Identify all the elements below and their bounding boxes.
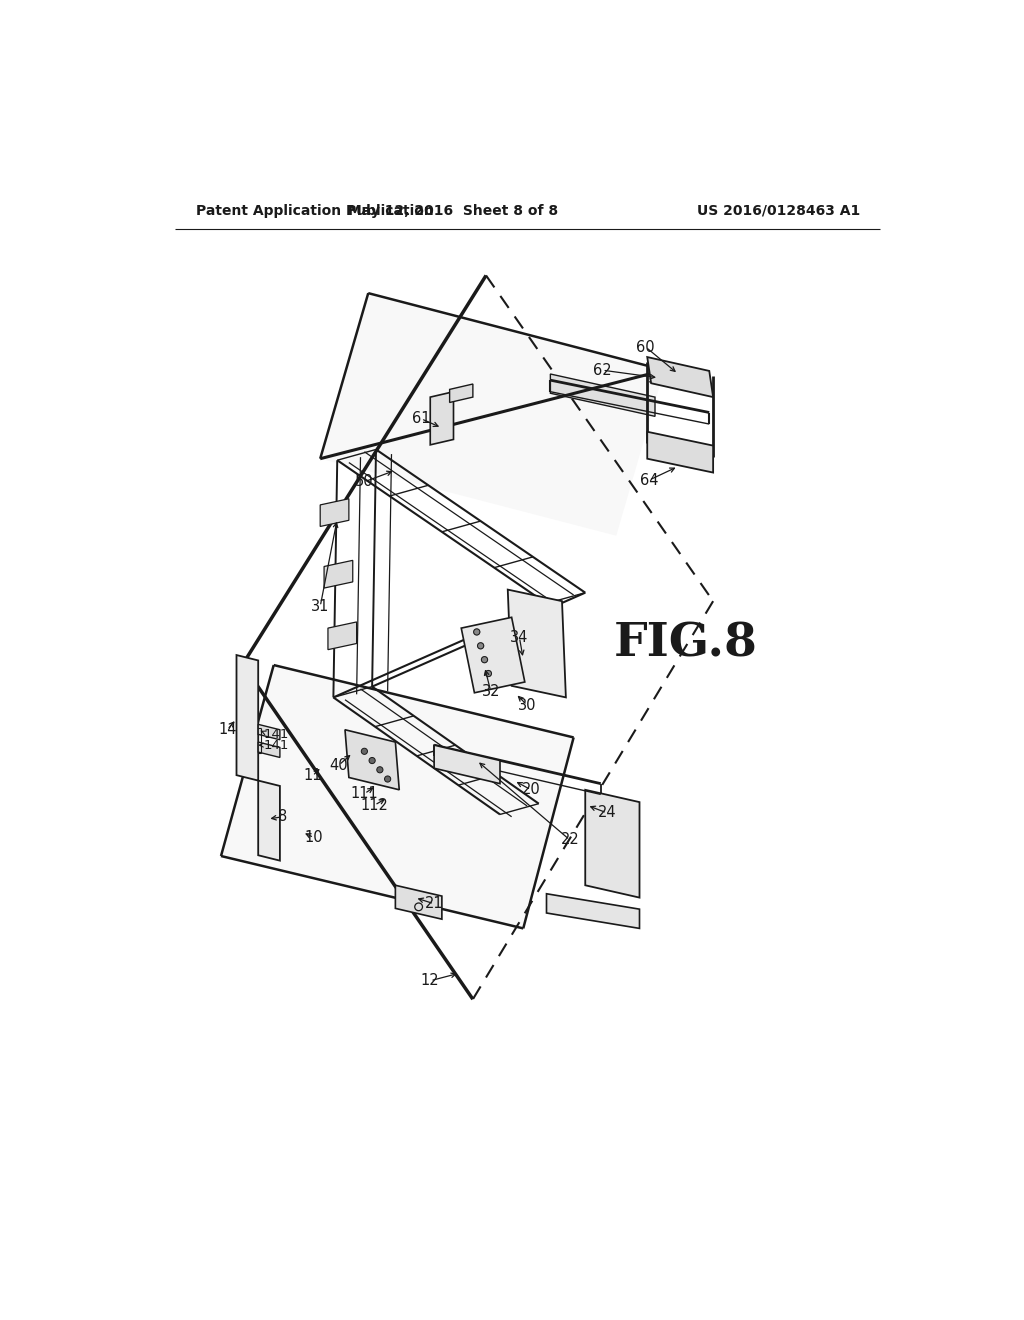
Polygon shape bbox=[434, 744, 500, 784]
Polygon shape bbox=[324, 560, 352, 589]
Text: 141: 141 bbox=[263, 739, 289, 752]
Circle shape bbox=[385, 776, 391, 781]
Text: 141: 141 bbox=[263, 727, 289, 741]
Text: 12: 12 bbox=[421, 973, 439, 989]
Circle shape bbox=[369, 758, 375, 763]
Polygon shape bbox=[586, 789, 640, 898]
Text: 8: 8 bbox=[279, 809, 288, 824]
Polygon shape bbox=[345, 730, 399, 789]
Text: 11: 11 bbox=[303, 768, 322, 784]
Circle shape bbox=[377, 767, 383, 774]
Polygon shape bbox=[647, 432, 713, 473]
Polygon shape bbox=[237, 655, 258, 780]
Text: US 2016/0128463 A1: US 2016/0128463 A1 bbox=[697, 203, 860, 218]
Polygon shape bbox=[258, 725, 280, 739]
Polygon shape bbox=[508, 590, 566, 697]
Text: 64: 64 bbox=[640, 473, 658, 488]
Text: 21: 21 bbox=[425, 896, 443, 911]
Polygon shape bbox=[321, 293, 665, 536]
Circle shape bbox=[361, 748, 368, 755]
Text: 32: 32 bbox=[481, 684, 500, 698]
Text: 14: 14 bbox=[218, 722, 237, 738]
Polygon shape bbox=[258, 742, 280, 758]
Polygon shape bbox=[321, 499, 349, 527]
Text: 112: 112 bbox=[360, 797, 388, 813]
Polygon shape bbox=[328, 622, 356, 649]
Text: 24: 24 bbox=[598, 805, 616, 821]
Circle shape bbox=[485, 671, 492, 677]
Text: 60: 60 bbox=[636, 339, 655, 355]
Polygon shape bbox=[221, 665, 573, 928]
Text: 30: 30 bbox=[518, 697, 537, 713]
Text: 40: 40 bbox=[330, 758, 348, 772]
Polygon shape bbox=[450, 384, 473, 403]
Text: 34: 34 bbox=[510, 630, 528, 645]
Text: 22: 22 bbox=[560, 833, 580, 847]
Text: 61: 61 bbox=[412, 411, 430, 426]
Text: 10: 10 bbox=[305, 830, 324, 845]
Circle shape bbox=[474, 628, 480, 635]
Text: May 12, 2016  Sheet 8 of 8: May 12, 2016 Sheet 8 of 8 bbox=[348, 203, 558, 218]
Text: 20: 20 bbox=[521, 783, 541, 797]
Circle shape bbox=[481, 656, 487, 663]
Text: 111: 111 bbox=[350, 787, 378, 801]
Text: Patent Application Publication: Patent Application Publication bbox=[197, 203, 434, 218]
Polygon shape bbox=[258, 780, 280, 861]
Text: 62: 62 bbox=[593, 363, 611, 378]
Polygon shape bbox=[395, 886, 442, 919]
Polygon shape bbox=[547, 894, 640, 928]
Polygon shape bbox=[430, 392, 454, 445]
Circle shape bbox=[477, 643, 483, 649]
Polygon shape bbox=[550, 374, 655, 416]
Text: 50: 50 bbox=[355, 474, 374, 490]
Polygon shape bbox=[461, 618, 524, 693]
Text: FIG.8: FIG.8 bbox=[614, 620, 758, 667]
Text: 31: 31 bbox=[311, 599, 330, 614]
Polygon shape bbox=[647, 358, 713, 397]
